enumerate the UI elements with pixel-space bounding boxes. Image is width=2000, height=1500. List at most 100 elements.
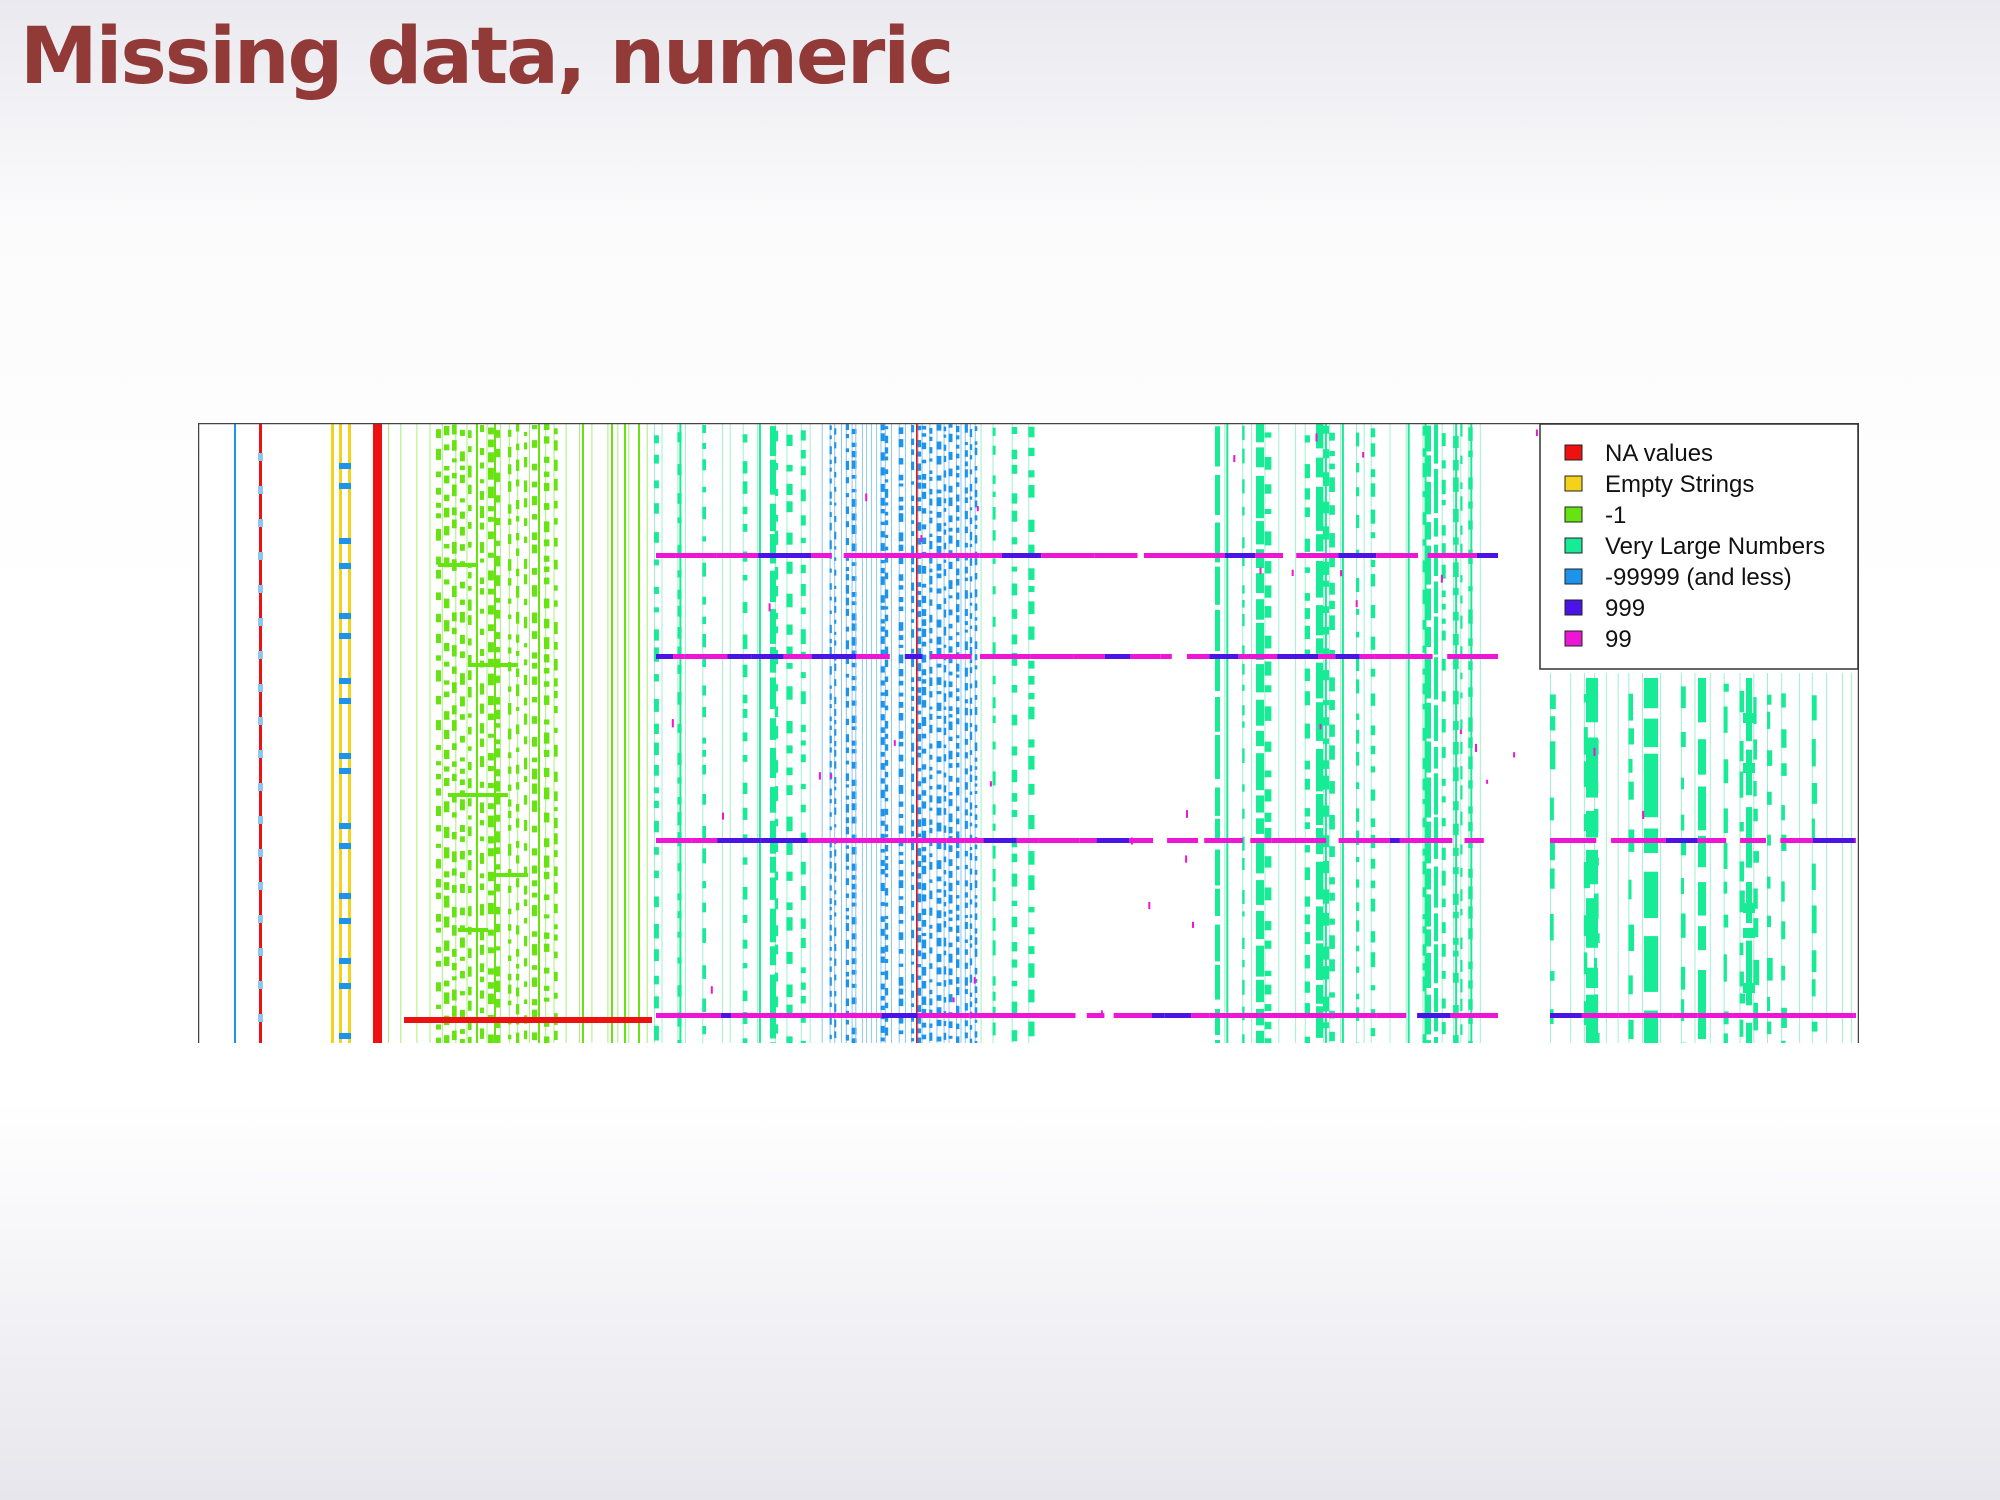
column-large-thick [770,503,776,532]
column-neg99999-dashed [829,1034,832,1040]
column-neg99999-dashed [917,522,922,531]
column-large-dashed [1264,457,1272,470]
column-neg1-dashed [516,878,520,888]
column-large-dashed [702,764,706,775]
column-large-thick [1698,835,1706,868]
row-99-999-segment [1476,553,1498,558]
column-neg1-dashed [516,479,520,487]
row-99-999-segment [1130,654,1161,659]
column-neg99999-dashed [884,614,889,622]
column-neg1-dashed [480,883,485,890]
column-large-dashed [1370,483,1376,497]
scatter-99-tick [1192,921,1194,928]
column-neg99999-dashed [834,569,837,576]
column-large-dashed [1680,913,1686,938]
column-neg99999-dashed [845,493,849,498]
column-neg99999-dashed [936,822,942,832]
column-neg1-dashed [480,904,485,916]
column-neg1-dashed [532,652,538,659]
column-large-dashed [702,685,706,696]
column-large-dashed [1356,713,1360,720]
column-large-dashed [1680,841,1687,856]
column-neg99999-dashed [829,704,832,709]
column-large-dashed [1329,959,1335,972]
row-99-999-segment [861,838,908,843]
column-large-dashed [1370,789,1376,801]
column-neg99999-dashed [974,814,978,820]
column-neg99999-dashed [884,456,889,461]
column-neg99999-dashed [880,1037,885,1042]
column-neg99999-dashed [851,592,857,597]
column-neg99999-dashed [936,889,942,893]
column-large-thick [1426,702,1431,739]
column-large-dashed [800,938,806,948]
column-large-dashed [1304,981,1310,993]
column-neg1-dashed [480,990,485,999]
column-neg99999-dashed [851,562,857,566]
column-large-dashed [654,435,659,444]
column-neg99999-dashed [851,460,857,469]
column-large-light [1278,423,1280,1043]
column-neg99999-dashed [969,853,973,861]
column-neg1-dashed [554,659,558,671]
column-large-dashed [992,823,996,831]
column-neg99999-dashed [929,614,933,623]
column-large-dashed [1264,661,1272,676]
column-neg1-dashed [544,732,550,744]
column-na-blue-tick [258,981,263,989]
column-neg99999-dashed [956,505,960,513]
column-large [1226,423,1229,1043]
column-neg99999-dashed [851,428,857,434]
column-neg1-dashed [480,963,485,973]
column-neg99999-dashed [880,996,885,1001]
column-neg1-dashed [452,484,457,497]
column-neg99999-dashed [898,801,904,807]
column-large-dashed [1356,920,1360,932]
column-neg1-dashed [532,716,538,724]
column-neg1-dashed [460,779,465,785]
row-99-999-segment [1356,838,1390,843]
scatter-99-tick [952,997,955,1003]
column-neg1-dashed [516,818,520,828]
column-neg99999-dashed [974,500,978,508]
column-neg99999-dashed [964,977,968,986]
column-neg99999-dashed [936,876,942,882]
column-large-dashed [774,514,779,522]
column-neg1-dashed [452,424,457,435]
column-neg1-dashed [516,423,520,432]
column-neg99999-light [960,423,962,1043]
column-neg99999-dashed [829,873,832,879]
column-neg99999-dashed [884,511,889,516]
column-large-dashed [1304,435,1310,443]
column-neg1-dashed [468,446,472,453]
column-large-dashed [800,740,806,746]
column-large-dashed [992,804,996,815]
empty-col-blue-block [339,613,351,619]
column-neg1-dashed [460,611,465,623]
column-neg1-dashed [468,726,472,735]
column-neg1-dashed [544,967,550,974]
column-neg99999-dashed [956,818,960,825]
column-large-dashed [992,887,996,902]
column-large-dashed [1460,424,1463,437]
row-99-999-segment [1785,1013,1836,1018]
column-large-thick [1215,658,1220,691]
row-99-999-segment [1094,553,1138,558]
empty-col-blue-block [339,918,351,924]
column-neg1-dashed [532,425,538,430]
column-neg99999-dashed [884,771,889,778]
column-neg99999-dashed [956,465,960,470]
column-neg1-dashed [496,999,501,1008]
column-large-thick [1256,945,1264,977]
column-neg99999-dashed [834,900,837,906]
column-neg1-dashed [508,843,512,856]
column-neg1-dashed [544,503,550,510]
column-neg1-dashed [452,868,457,876]
column-neg1-dashed [452,645,457,657]
column-neg99999-dashed [936,860,942,870]
column-neg99999-light [884,423,886,1043]
column-neg99999-dashed [956,904,960,911]
row-99-999-segment [1740,838,1766,843]
column-large-dashed [1304,955,1310,969]
column-large-light [1841,673,1843,1043]
